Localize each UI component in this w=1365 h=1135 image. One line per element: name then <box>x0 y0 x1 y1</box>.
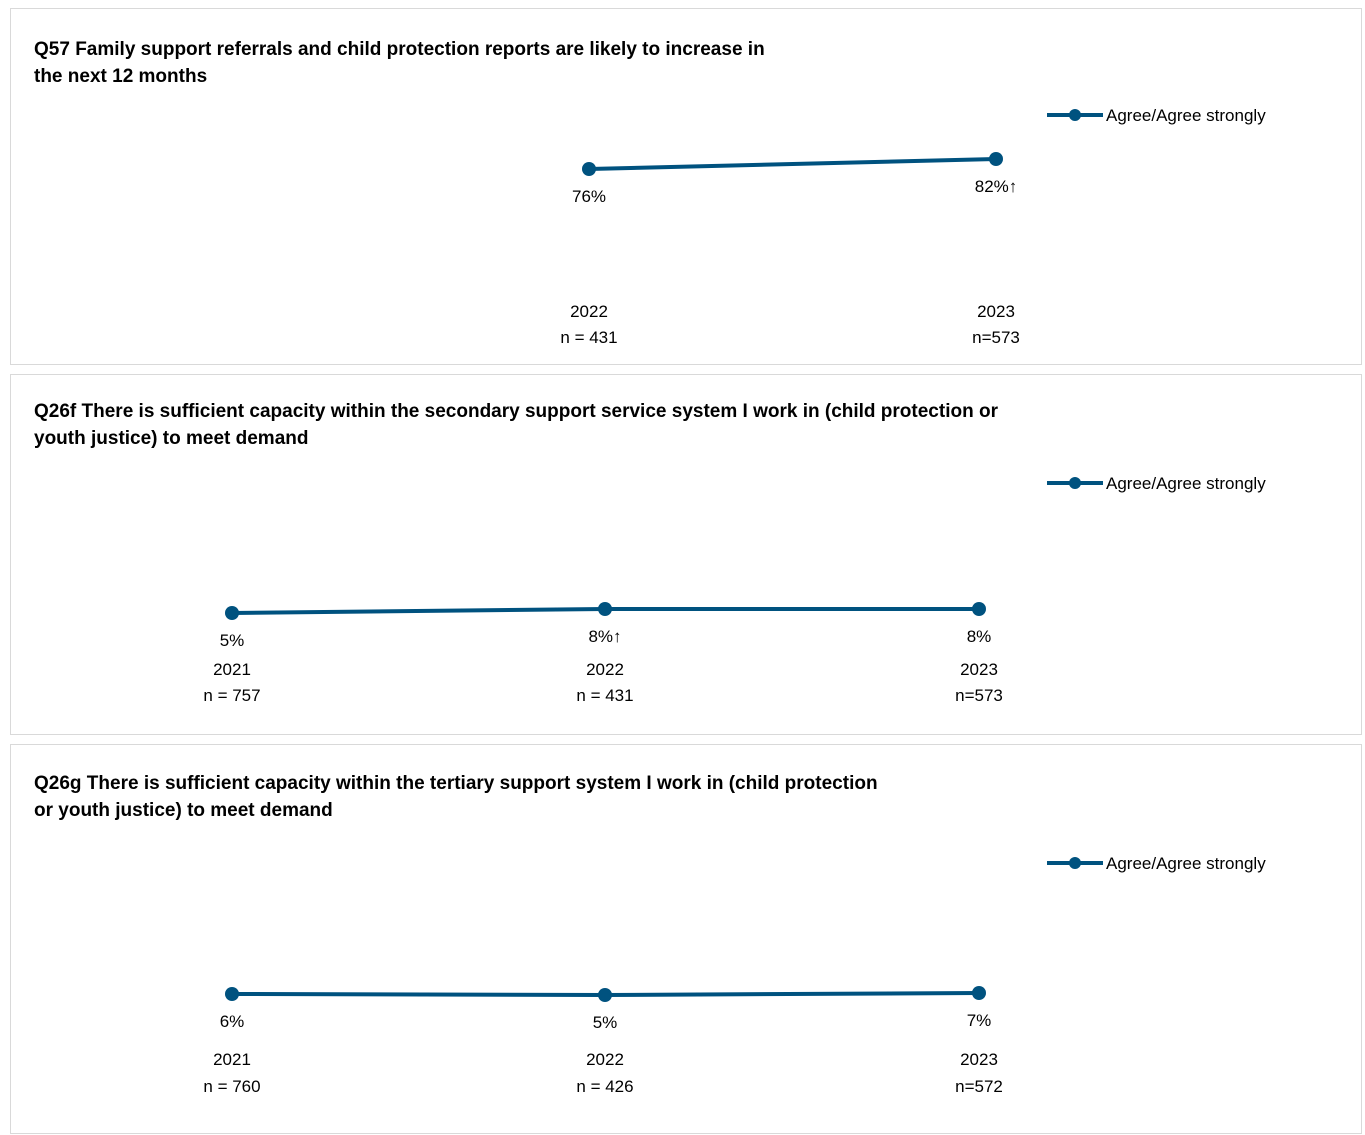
data-label: 5% <box>220 631 245 650</box>
sample-size-label: n=572 <box>955 1077 1003 1096</box>
data-point <box>225 606 239 620</box>
sample-size-label: n=573 <box>972 328 1020 347</box>
legend: Agree/Agree strongly <box>1047 474 1266 493</box>
sample-size-label: n = 757 <box>203 686 260 705</box>
legend-dot-marker <box>1069 477 1081 489</box>
sample-size-label: n = 760 <box>203 1077 260 1096</box>
legend-label: Agree/Agree strongly <box>1106 854 1266 873</box>
series-line <box>588 156 997 171</box>
data-label: 8%↑ <box>588 627 621 646</box>
data-point <box>582 162 596 176</box>
data-point <box>598 988 612 1002</box>
chart-title: Q26f There is sufficient capacity within… <box>34 401 999 449</box>
chart-title: Q26g There is sufficient capacity within… <box>34 773 878 821</box>
legend: Agree/Agree strongly <box>1047 106 1266 125</box>
data-point <box>972 602 986 617</box>
chart-q26f: Q26f There is sufficient capacity within… <box>34 401 1266 705</box>
data-label: 7% <box>967 1011 992 1030</box>
legend-label: Agree/Agree strongly <box>1106 106 1266 125</box>
chart-title: Q57 Family support referrals and child p… <box>34 39 765 87</box>
sample-size-label: n = 431 <box>560 328 617 347</box>
x-tick-label: 2022 <box>570 302 608 321</box>
data-point <box>225 987 239 1001</box>
data-label: 5% <box>593 1013 618 1032</box>
legend-dot-marker <box>1069 857 1081 869</box>
x-tick-label: 2023 <box>960 1050 998 1069</box>
chart-panel-q26f: Q26f There is sufficient capacity within… <box>10 374 1362 735</box>
chart-panel-q57: Q57 Family support referrals and child p… <box>10 8 1362 365</box>
data-point <box>598 602 612 617</box>
data-label: 82%↑ <box>975 177 1018 196</box>
chart-q26g: Q26g There is sufficient capacity within… <box>34 773 1266 1096</box>
sample-size-label: n = 426 <box>576 1077 633 1096</box>
legend: Agree/Agree strongly <box>1047 854 1266 873</box>
legend-dot-marker <box>1069 109 1081 121</box>
sample-size-label: n=573 <box>955 686 1003 705</box>
data-label: 8% <box>967 627 992 646</box>
x-tick-label: 2021 <box>213 1050 251 1069</box>
chart-panel-q26g: Q26g There is sufficient capacity within… <box>10 744 1362 1134</box>
sample-size-label: n = 431 <box>576 686 633 705</box>
chart-q57: Q57 Family support referrals and child p… <box>34 39 1266 347</box>
x-tick-label: 2023 <box>960 660 998 679</box>
x-tick-label: 2022 <box>586 660 624 679</box>
x-tick-label: 2021 <box>213 660 251 679</box>
data-point <box>989 151 1003 166</box>
x-tick-label: 2023 <box>977 302 1015 321</box>
data-label: 6% <box>220 1012 245 1031</box>
x-tick-label: 2022 <box>586 1050 624 1069</box>
legend-label: Agree/Agree strongly <box>1106 474 1266 493</box>
data-label: 76% <box>572 187 606 206</box>
data-point <box>972 986 986 1000</box>
